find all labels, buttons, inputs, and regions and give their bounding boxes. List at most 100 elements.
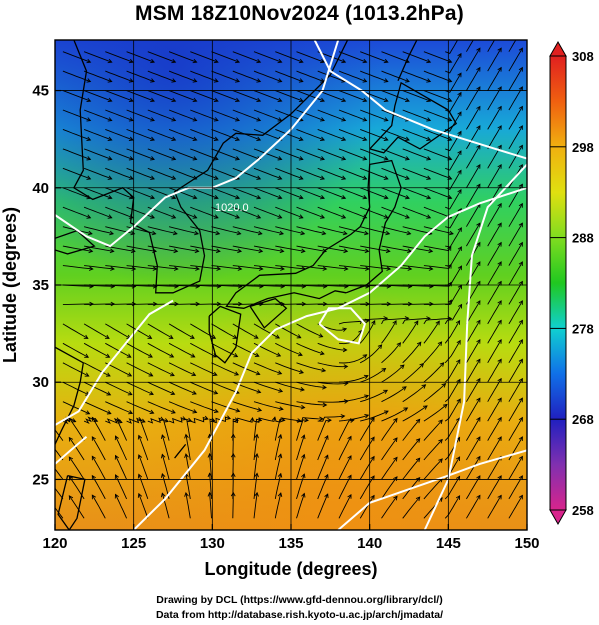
streamline-arrow [298, 97, 304, 103]
streamline-arrow [518, 377, 523, 383]
streamline [317, 245, 348, 252]
streamline-arrow [518, 455, 523, 461]
streamline-arrow [279, 248, 285, 254]
streamline-arrow [319, 416, 324, 422]
x-tick-label: 125 [121, 535, 146, 552]
streamline-arrow [184, 433, 189, 439]
streamline-arrow [341, 117, 347, 122]
streamline [190, 265, 221, 270]
streamline-arrow [47, 497, 51, 501]
streamline-arrow [476, 494, 481, 500]
streamline [402, 265, 433, 270]
streamline [338, 167, 367, 180]
streamline-arrow [393, 417, 398, 423]
streamline [338, 494, 352, 519]
streamline-arrow [497, 494, 502, 500]
streamline [360, 148, 388, 160]
streamline-arrow [342, 347, 348, 353]
streamline-arrow [458, 34, 461, 38]
streamline-arrow [455, 319, 461, 325]
streamline-arrow [150, 78, 155, 83]
streamline-arrow [518, 338, 523, 344]
streamline [381, 476, 398, 500]
streamline [402, 457, 421, 480]
y-tick-label: 35 [32, 277, 49, 294]
streamline-arrow [254, 491, 259, 497]
streamline [466, 456, 481, 480]
streamline [168, 51, 197, 63]
streamline [275, 417, 301, 423]
streamline [296, 362, 326, 372]
streamline [147, 417, 164, 424]
streamline-arrow [256, 214, 262, 219]
streamline [83, 342, 110, 358]
streamline [55, 448, 64, 461]
streamline [190, 245, 220, 252]
streamline [317, 206, 346, 219]
streamline [508, 47, 523, 72]
streamline [296, 493, 305, 519]
streamline-arrow [68, 436, 74, 442]
streamline [508, 320, 523, 344]
streamline-arrow [343, 266, 349, 271]
streamline-arrow [365, 266, 370, 271]
streamline [105, 187, 134, 199]
streamline [338, 395, 369, 403]
streamline [296, 417, 323, 423]
streamline-arrow [497, 436, 502, 442]
streamline [83, 416, 98, 424]
streamline [253, 265, 285, 270]
streamline-arrow [184, 453, 189, 459]
streamline-arrow [455, 456, 461, 462]
isobar [132, 186, 527, 530]
streamline [445, 189, 462, 210]
streamline-arrow [171, 195, 177, 200]
streamline [147, 362, 175, 377]
streamline [296, 51, 325, 63]
streamline-arrow [405, 78, 410, 83]
streamline-arrow [455, 495, 461, 500]
streamline [83, 401, 111, 415]
streamline [253, 206, 282, 219]
streamline-arrow [347, 455, 352, 460]
streamline-arrow [399, 364, 405, 370]
streamline-arrow [370, 455, 375, 461]
streamline [83, 323, 110, 339]
streamline-arrow [457, 72, 462, 78]
streamline [445, 40, 459, 54]
streamline-arrow [342, 230, 348, 236]
streamline [115, 494, 128, 519]
streamline-arrow [320, 136, 325, 141]
streamlines [47, 34, 523, 519]
isobar [318, 307, 367, 345]
streamline-arrow [298, 156, 304, 161]
colorbar-label: 258 [572, 503, 594, 518]
streamline-arrow [86, 136, 92, 141]
streamline-arrow [86, 175, 92, 180]
streamline-arrow [117, 419, 123, 424]
streamline [338, 109, 367, 121]
streamline [232, 90, 261, 102]
streamline-arrow [107, 175, 113, 180]
streamline-arrow [518, 475, 523, 480]
streamline-arrow [321, 367, 327, 373]
streamline [190, 206, 219, 219]
streamline [274, 492, 282, 519]
streamline [168, 109, 197, 121]
streamline-arrow [84, 353, 90, 358]
streamline-arrow [130, 248, 136, 254]
streamline-arrow [87, 230, 93, 236]
streamline-arrow [301, 492, 306, 498]
streamline-arrow [213, 214, 219, 219]
streamline-arrow [393, 495, 398, 501]
streamline-arrow [150, 58, 155, 64]
streamline-arrow [518, 66, 523, 72]
streamline-arrow [476, 47, 481, 53]
streamline [232, 206, 261, 219]
streamline [211, 226, 241, 235]
streamline [211, 167, 240, 180]
streamline [209, 453, 212, 480]
streamline-arrow [128, 78, 134, 83]
streamline [423, 404, 448, 422]
streamline-arrow [370, 416, 375, 422]
